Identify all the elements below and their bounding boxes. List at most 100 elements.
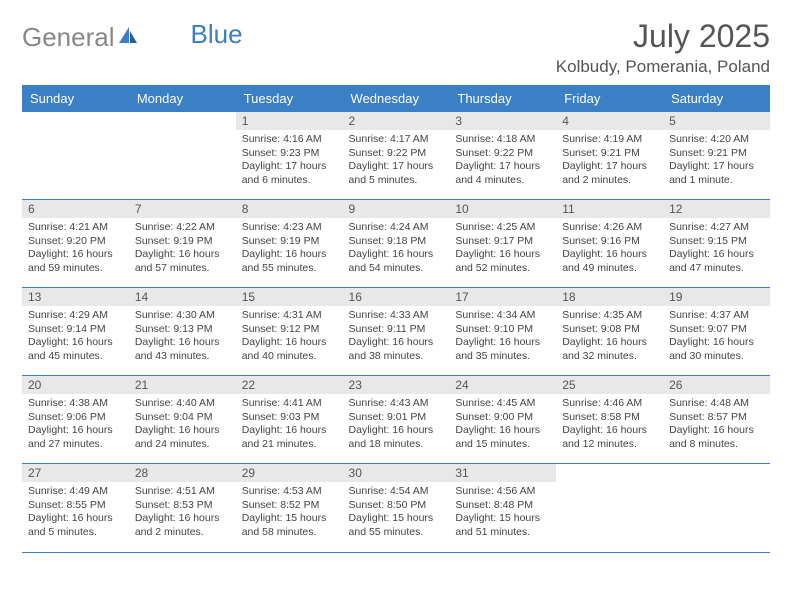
- day-details: Sunrise: 4:27 AMSunset: 9:15 PMDaylight:…: [663, 218, 770, 279]
- day-number: 6: [22, 200, 129, 218]
- empty-cell: [129, 112, 236, 200]
- day-cell: 1Sunrise: 4:16 AMSunset: 9:23 PMDaylight…: [236, 112, 343, 200]
- day-cell: 22Sunrise: 4:41 AMSunset: 9:03 PMDayligh…: [236, 376, 343, 464]
- day-number: 26: [663, 376, 770, 394]
- day-details: Sunrise: 4:19 AMSunset: 9:21 PMDaylight:…: [556, 130, 663, 191]
- weekday-header-row: SundayMondayTuesdayWednesdayThursdayFrid…: [22, 86, 770, 112]
- day-number: 12: [663, 200, 770, 218]
- day-number: 30: [343, 464, 450, 482]
- day-cell: 2Sunrise: 4:17 AMSunset: 9:22 PMDaylight…: [343, 112, 450, 200]
- day-cell: 19Sunrise: 4:37 AMSunset: 9:07 PMDayligh…: [663, 288, 770, 376]
- calendar-week-row: 1Sunrise: 4:16 AMSunset: 9:23 PMDaylight…: [22, 112, 770, 200]
- weekday-header: Tuesday: [236, 86, 343, 112]
- logo-sail-icon: [117, 25, 139, 50]
- day-number: 20: [22, 376, 129, 394]
- day-number: 13: [22, 288, 129, 306]
- day-cell: 27Sunrise: 4:49 AMSunset: 8:55 PMDayligh…: [22, 464, 129, 552]
- day-cell: 12Sunrise: 4:27 AMSunset: 9:15 PMDayligh…: [663, 200, 770, 288]
- day-details: Sunrise: 4:40 AMSunset: 9:04 PMDaylight:…: [129, 394, 236, 455]
- day-details: Sunrise: 4:48 AMSunset: 8:57 PMDaylight:…: [663, 394, 770, 455]
- weekday-header: Friday: [556, 86, 663, 112]
- day-number: 5: [663, 112, 770, 130]
- day-details: Sunrise: 4:56 AMSunset: 8:48 PMDaylight:…: [449, 482, 556, 543]
- day-details: Sunrise: 4:30 AMSunset: 9:13 PMDaylight:…: [129, 306, 236, 367]
- day-details: Sunrise: 4:25 AMSunset: 9:17 PMDaylight:…: [449, 218, 556, 279]
- day-details: Sunrise: 4:34 AMSunset: 9:10 PMDaylight:…: [449, 306, 556, 367]
- day-details: Sunrise: 4:26 AMSunset: 9:16 PMDaylight:…: [556, 218, 663, 279]
- day-details: Sunrise: 4:21 AMSunset: 9:20 PMDaylight:…: [22, 218, 129, 279]
- day-number: 18: [556, 288, 663, 306]
- calendar-table: SundayMondayTuesdayWednesdayThursdayFrid…: [22, 85, 770, 552]
- logo: General Blue: [22, 22, 243, 53]
- day-details: Sunrise: 4:51 AMSunset: 8:53 PMDaylight:…: [129, 482, 236, 543]
- day-number: 14: [129, 288, 236, 306]
- day-number: 25: [556, 376, 663, 394]
- day-cell: 25Sunrise: 4:46 AMSunset: 8:58 PMDayligh…: [556, 376, 663, 464]
- day-cell: 18Sunrise: 4:35 AMSunset: 9:08 PMDayligh…: [556, 288, 663, 376]
- day-details: Sunrise: 4:35 AMSunset: 9:08 PMDaylight:…: [556, 306, 663, 367]
- day-cell: 31Sunrise: 4:56 AMSunset: 8:48 PMDayligh…: [449, 464, 556, 552]
- day-cell: 20Sunrise: 4:38 AMSunset: 9:06 PMDayligh…: [22, 376, 129, 464]
- day-number: 11: [556, 200, 663, 218]
- day-details: Sunrise: 4:18 AMSunset: 9:22 PMDaylight:…: [449, 130, 556, 191]
- empty-cell: [663, 464, 770, 552]
- day-cell: 29Sunrise: 4:53 AMSunset: 8:52 PMDayligh…: [236, 464, 343, 552]
- day-cell: 28Sunrise: 4:51 AMSunset: 8:53 PMDayligh…: [129, 464, 236, 552]
- day-details: Sunrise: 4:43 AMSunset: 9:01 PMDaylight:…: [343, 394, 450, 455]
- day-cell: 26Sunrise: 4:48 AMSunset: 8:57 PMDayligh…: [663, 376, 770, 464]
- day-number: 24: [449, 376, 556, 394]
- day-details: Sunrise: 4:46 AMSunset: 8:58 PMDaylight:…: [556, 394, 663, 455]
- day-details: Sunrise: 4:16 AMSunset: 9:23 PMDaylight:…: [236, 130, 343, 191]
- day-number: 22: [236, 376, 343, 394]
- day-details: Sunrise: 4:29 AMSunset: 9:14 PMDaylight:…: [22, 306, 129, 367]
- day-details: Sunrise: 4:20 AMSunset: 9:21 PMDaylight:…: [663, 130, 770, 191]
- calendar-week-row: 27Sunrise: 4:49 AMSunset: 8:55 PMDayligh…: [22, 464, 770, 552]
- day-number: 21: [129, 376, 236, 394]
- day-details: Sunrise: 4:33 AMSunset: 9:11 PMDaylight:…: [343, 306, 450, 367]
- day-cell: 7Sunrise: 4:22 AMSunset: 9:19 PMDaylight…: [129, 200, 236, 288]
- day-cell: 11Sunrise: 4:26 AMSunset: 9:16 PMDayligh…: [556, 200, 663, 288]
- day-number: 23: [343, 376, 450, 394]
- day-cell: 4Sunrise: 4:19 AMSunset: 9:21 PMDaylight…: [556, 112, 663, 200]
- day-details: Sunrise: 4:31 AMSunset: 9:12 PMDaylight:…: [236, 306, 343, 367]
- day-number: 27: [22, 464, 129, 482]
- day-details: Sunrise: 4:45 AMSunset: 9:00 PMDaylight:…: [449, 394, 556, 455]
- calendar-body: 1Sunrise: 4:16 AMSunset: 9:23 PMDaylight…: [22, 112, 770, 552]
- day-details: Sunrise: 4:22 AMSunset: 9:19 PMDaylight:…: [129, 218, 236, 279]
- weekday-header: Saturday: [663, 86, 770, 112]
- logo-text-blue: Blue: [191, 19, 243, 50]
- day-cell: 13Sunrise: 4:29 AMSunset: 9:14 PMDayligh…: [22, 288, 129, 376]
- day-number: 17: [449, 288, 556, 306]
- day-cell: 5Sunrise: 4:20 AMSunset: 9:21 PMDaylight…: [663, 112, 770, 200]
- day-cell: 9Sunrise: 4:24 AMSunset: 9:18 PMDaylight…: [343, 200, 450, 288]
- month-title: July 2025: [556, 18, 770, 55]
- day-number: 1: [236, 112, 343, 130]
- day-cell: 30Sunrise: 4:54 AMSunset: 8:50 PMDayligh…: [343, 464, 450, 552]
- day-number: 16: [343, 288, 450, 306]
- day-number: 9: [343, 200, 450, 218]
- day-number: 3: [449, 112, 556, 130]
- location-text: Kolbudy, Pomerania, Poland: [556, 57, 770, 77]
- day-details: Sunrise: 4:53 AMSunset: 8:52 PMDaylight:…: [236, 482, 343, 543]
- day-cell: 21Sunrise: 4:40 AMSunset: 9:04 PMDayligh…: [129, 376, 236, 464]
- calendar-week-row: 13Sunrise: 4:29 AMSunset: 9:14 PMDayligh…: [22, 288, 770, 376]
- day-cell: 10Sunrise: 4:25 AMSunset: 9:17 PMDayligh…: [449, 200, 556, 288]
- day-cell: 15Sunrise: 4:31 AMSunset: 9:12 PMDayligh…: [236, 288, 343, 376]
- title-block: July 2025 Kolbudy, Pomerania, Poland: [556, 18, 770, 77]
- day-cell: 16Sunrise: 4:33 AMSunset: 9:11 PMDayligh…: [343, 288, 450, 376]
- day-number: 4: [556, 112, 663, 130]
- empty-cell: [556, 464, 663, 552]
- day-details: Sunrise: 4:38 AMSunset: 9:06 PMDaylight:…: [22, 394, 129, 455]
- weekday-header: Sunday: [22, 86, 129, 112]
- day-number: 29: [236, 464, 343, 482]
- day-cell: 17Sunrise: 4:34 AMSunset: 9:10 PMDayligh…: [449, 288, 556, 376]
- weekday-header: Monday: [129, 86, 236, 112]
- header: General Blue July 2025 Kolbudy, Pomerani…: [22, 18, 770, 77]
- day-details: Sunrise: 4:49 AMSunset: 8:55 PMDaylight:…: [22, 482, 129, 543]
- weekday-header: Thursday: [449, 86, 556, 112]
- day-number: 7: [129, 200, 236, 218]
- day-details: Sunrise: 4:23 AMSunset: 9:19 PMDaylight:…: [236, 218, 343, 279]
- day-details: Sunrise: 4:54 AMSunset: 8:50 PMDaylight:…: [343, 482, 450, 543]
- day-number: 15: [236, 288, 343, 306]
- day-details: Sunrise: 4:17 AMSunset: 9:22 PMDaylight:…: [343, 130, 450, 191]
